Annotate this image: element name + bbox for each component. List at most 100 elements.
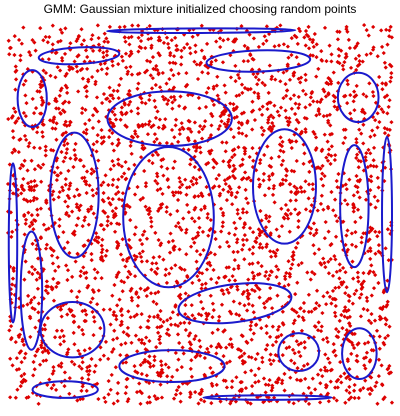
data-point: [362, 341, 367, 346]
data-point: [260, 245, 265, 250]
data-point: [33, 106, 39, 111]
data-point: [383, 335, 388, 341]
data-point: [144, 379, 149, 384]
data-point: [110, 159, 115, 164]
data-point: [205, 71, 211, 76]
data-point: [187, 320, 192, 326]
data-point: [323, 382, 329, 388]
data-point: [129, 72, 135, 77]
data-point: [237, 301, 242, 306]
data-point: [250, 251, 255, 256]
data-point: [318, 201, 324, 206]
data-point: [231, 101, 236, 107]
data-point: [368, 151, 373, 156]
data-point: [350, 301, 355, 306]
data-point: [314, 288, 320, 293]
data-point: [50, 261, 56, 266]
data-point: [320, 171, 325, 176]
data-point: [279, 332, 284, 338]
data-point: [217, 193, 222, 198]
data-point: [218, 206, 224, 211]
data-point: [268, 249, 273, 254]
data-point: [266, 126, 272, 131]
data-point: [316, 247, 322, 252]
data-point: [40, 57, 45, 62]
data-point: [376, 243, 382, 248]
data-point: [230, 274, 235, 279]
data-point: [247, 292, 252, 297]
data-point: [199, 136, 205, 141]
data-point: [299, 328, 305, 333]
data-point: [193, 355, 198, 360]
data-point: [71, 319, 77, 324]
data-point: [67, 250, 72, 256]
data-point: [335, 219, 340, 224]
data-point: [75, 251, 80, 256]
chart-title: GMM: Gaussian mixture initialized choosi…: [43, 2, 357, 16]
data-point: [383, 65, 388, 70]
data-point: [276, 334, 281, 339]
data-point: [192, 219, 197, 224]
data-point: [344, 24, 349, 29]
data-point: [156, 70, 161, 76]
data-point: [290, 333, 295, 338]
data-point: [23, 259, 28, 264]
data-point: [101, 307, 106, 312]
data-point: [171, 396, 177, 401]
data-point: [303, 92, 308, 97]
data-point: [376, 185, 381, 190]
data-point: [151, 255, 156, 260]
data-point: [236, 266, 241, 271]
data-point: [291, 250, 296, 255]
data-point: [184, 185, 190, 190]
data-point: [377, 334, 382, 339]
data-point: [179, 121, 184, 126]
data-point: [104, 248, 110, 253]
data-point: [185, 273, 190, 279]
data-point: [264, 323, 269, 329]
data-point: [324, 155, 329, 160]
data-point: [198, 252, 203, 257]
data-point: [368, 174, 374, 179]
data-point: [96, 288, 101, 293]
data-point: [327, 294, 333, 299]
data-point: [377, 230, 382, 235]
data-point: [261, 301, 267, 306]
data-point: [329, 52, 334, 57]
data-point: [68, 156, 73, 161]
data-point: [246, 301, 251, 307]
data-point: [303, 77, 308, 83]
data-point: [256, 366, 261, 371]
data-point: [226, 244, 232, 249]
data-point: [137, 381, 142, 386]
data-point: [190, 280, 195, 286]
data-point: [223, 149, 228, 154]
data-point: [333, 153, 338, 158]
data-point: [145, 400, 150, 405]
data-point: [29, 188, 34, 193]
data-point: [260, 359, 265, 365]
data-point: [107, 128, 112, 133]
data-point: [383, 81, 388, 86]
data-point: [223, 274, 228, 279]
data-point: [375, 401, 380, 406]
data-point: [60, 188, 66, 193]
data-point: [299, 75, 304, 80]
data-point: [314, 74, 319, 79]
data-point: [278, 148, 283, 153]
data-point: [381, 304, 386, 310]
data-point: [177, 185, 182, 190]
data-point: [323, 265, 328, 270]
data-point: [35, 270, 40, 275]
data-point: [55, 173, 60, 178]
data-point: [192, 120, 198, 125]
data-point: [165, 41, 171, 46]
data-point: [49, 49, 54, 55]
data-point: [11, 265, 16, 271]
data-point: [348, 65, 354, 70]
data-point: [61, 339, 67, 344]
data-point: [288, 198, 293, 203]
data-point: [119, 174, 125, 179]
data-point: [240, 210, 246, 215]
data-point: [230, 379, 235, 384]
